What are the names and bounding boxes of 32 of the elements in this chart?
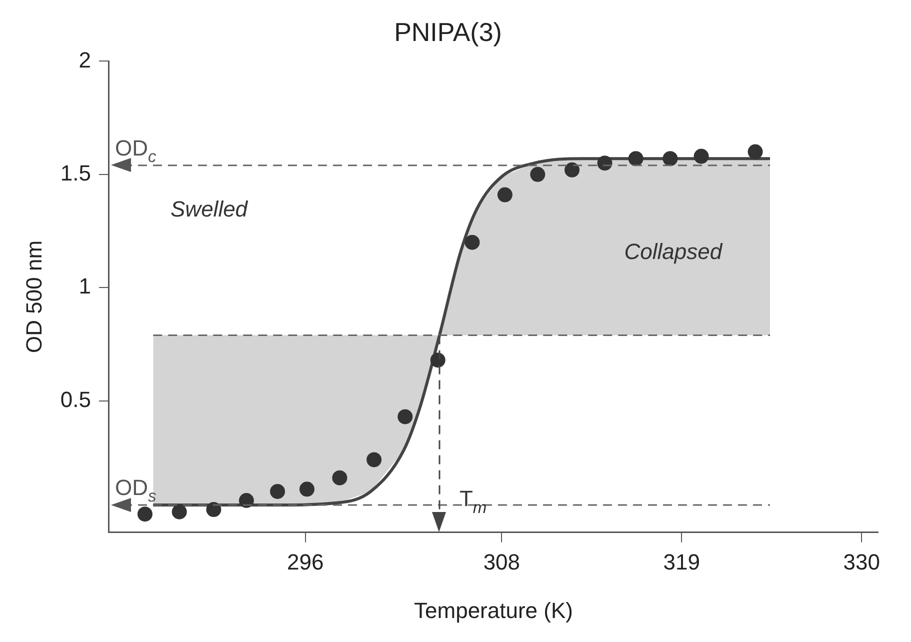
- x-tick-label: 319: [663, 549, 700, 574]
- y-tick-label: 2: [78, 47, 91, 72]
- point: [694, 148, 709, 164]
- annotation: Swelled: [170, 196, 248, 222]
- point: [530, 166, 546, 182]
- x-tick-label: 296: [286, 549, 324, 574]
- point: [597, 156, 612, 171]
- y-axis-title: OD 500 nm: [21, 240, 46, 353]
- point: [564, 162, 580, 178]
- point: [206, 502, 222, 518]
- point: [628, 151, 644, 166]
- point: [299, 482, 314, 497]
- chart-title: PNIPA(3): [394, 16, 502, 47]
- point: [238, 493, 254, 508]
- point: [270, 484, 286, 499]
- y-tick-label: 0.5: [60, 386, 91, 412]
- point: [137, 506, 152, 522]
- point: [366, 452, 382, 468]
- x-tick-label: 308: [483, 549, 520, 574]
- point: [172, 504, 187, 520]
- y-tick-label: 1: [78, 274, 91, 299]
- x-axis-title: Temperature (K): [414, 598, 573, 623]
- point: [748, 144, 763, 160]
- point: [662, 151, 678, 166]
- point: [332, 470, 348, 486]
- x-tick-label: 330: [843, 549, 880, 574]
- annotation: Collapsed: [624, 239, 723, 264]
- point: [497, 187, 512, 202]
- y-tick-label: 1.5: [60, 160, 91, 186]
- point: [430, 352, 446, 368]
- point: [398, 409, 413, 424]
- point: [464, 234, 480, 250]
